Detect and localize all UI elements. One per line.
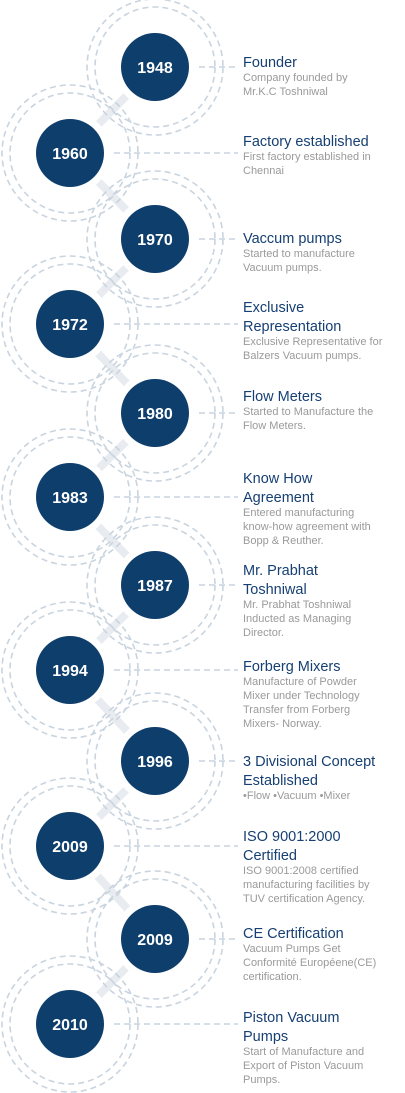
- milestone-title: Flow Meters: [243, 389, 322, 405]
- milestone-description: Started to Manufacture the Flow Meters.: [243, 406, 374, 432]
- milestone-title: Know How Agreement: [243, 471, 314, 506]
- timeline-node: [36, 290, 104, 358]
- timeline-year: 1960: [52, 146, 88, 163]
- timeline-node: [36, 812, 104, 880]
- timeline-node: [121, 205, 189, 273]
- timeline-node: [121, 551, 189, 619]
- timeline-year: 1980: [137, 406, 173, 423]
- timeline-year: 1972: [52, 317, 88, 334]
- timeline-leader-lines: [114, 66, 238, 1025]
- milestone-title: Vaccum pumps: [243, 231, 342, 247]
- milestone-description: Vacuum Pumps Get Conformité Européene(CE…: [243, 943, 377, 983]
- milestone-description: Started to manufacture Vacuum pumps.: [243, 248, 355, 274]
- milestone-title: ISO 9001:2000 Certified: [243, 829, 341, 864]
- milestone-description: Mr. Prabhat Toshniwal Inducted as Managi…: [243, 599, 352, 639]
- timeline-year: 1970: [137, 232, 173, 249]
- timeline-year: 1948: [137, 60, 173, 77]
- timeline-year: 1996: [137, 754, 173, 771]
- timeline-node: [121, 727, 189, 795]
- timeline-node: [36, 119, 104, 187]
- milestone-description: •Flow •Vacuum •Mixer: [243, 790, 351, 802]
- milestone-title: Exclusive Representation: [243, 300, 342, 335]
- timeline-year: 2010: [52, 1017, 88, 1034]
- timeline-year: 2009: [137, 932, 173, 949]
- milestone-title: Factory established: [243, 134, 369, 150]
- milestone-description: Entered manufacturing know-how agreement…: [243, 507, 371, 547]
- timeline-node: [36, 990, 104, 1058]
- timeline-node: [121, 379, 189, 447]
- milestone-title: Founder: [243, 55, 298, 71]
- milestone-title: Piston Vacuum Pumps: [243, 1010, 340, 1045]
- milestone-description: Exclusive Representative for Balzers Vac…: [243, 336, 383, 362]
- milestone-title: 3 Divisional Concept Established: [243, 754, 376, 789]
- milestone-description: First factory established in Chennai: [243, 151, 371, 177]
- timeline-nodes: 1948 1960 1970 1972 1980 1983 1987 1994 1996 2009…: [29, 26, 196, 1065]
- timeline-node: [121, 905, 189, 973]
- timeline-year: 2009: [52, 839, 88, 856]
- timeline-year: 1983: [52, 490, 88, 507]
- timeline-node: [121, 33, 189, 101]
- timeline-node: [36, 636, 104, 704]
- milestone-description: ISO 9001:2008 certified manufacturing fa…: [243, 865, 370, 905]
- milestone-description: Company founded by Mr.K.C Toshniwal: [243, 72, 348, 98]
- timeline-node: [36, 463, 104, 531]
- timeline-year: 1987: [137, 578, 173, 595]
- milestone-description: Start of Manufacture and Export of Pisto…: [243, 1046, 365, 1086]
- milestone-title: Mr. Prabhat Toshniwal: [243, 563, 318, 598]
- timeline-year: 1994: [52, 663, 88, 680]
- milestone-title: Forberg Mixers: [243, 659, 341, 675]
- milestone-title: CE Certification: [243, 926, 344, 942]
- milestone-description: Manufacture of Powder Mixer under Techno…: [243, 676, 360, 730]
